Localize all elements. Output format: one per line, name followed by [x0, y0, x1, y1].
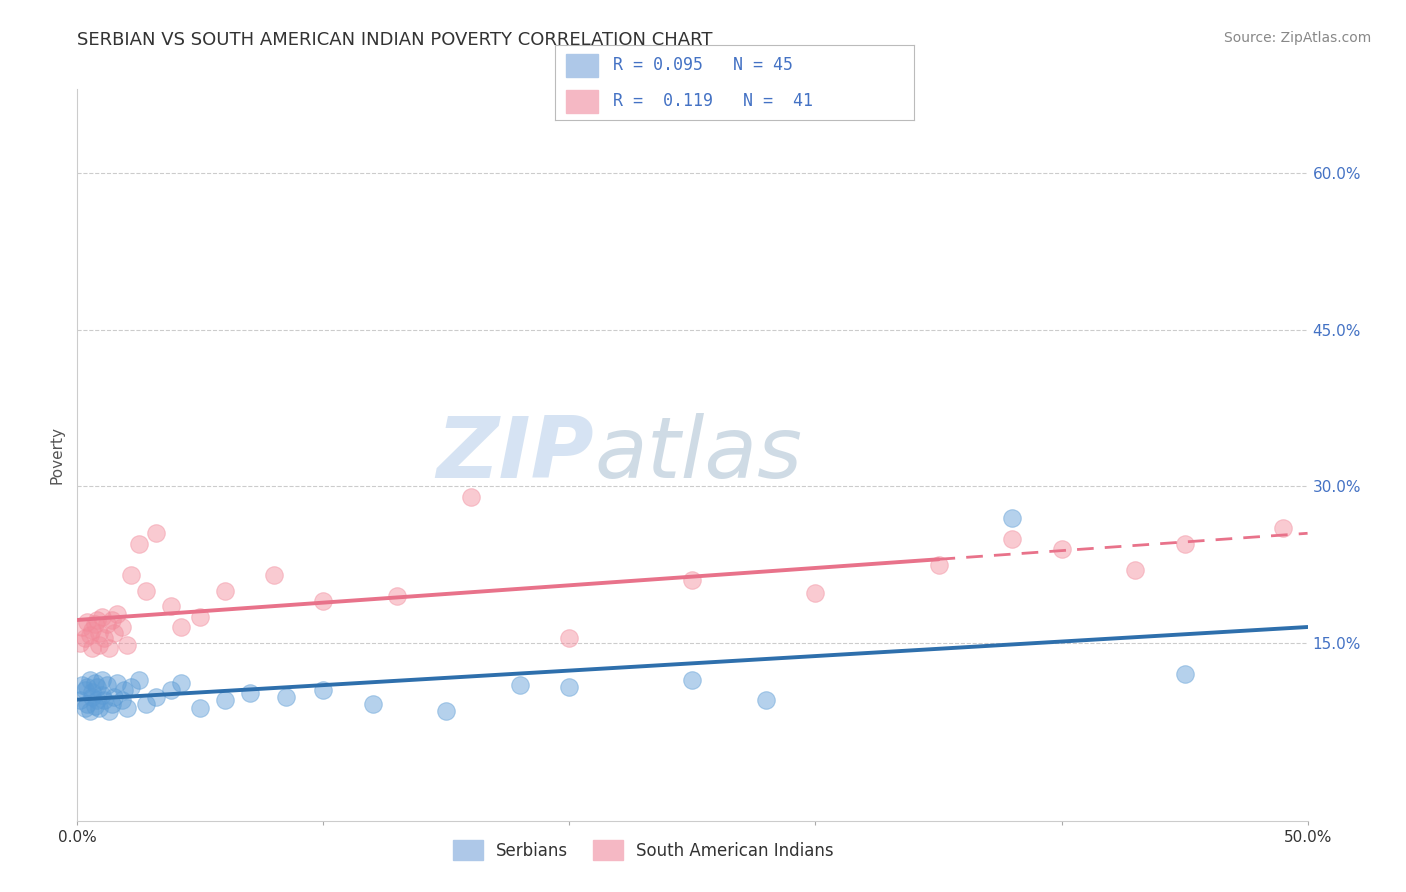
Point [93, 631, 115, 645]
Point [121, 568, 143, 582]
Point [804, 586, 827, 600]
Point [93, 693, 115, 707]
Point [1174, 667, 1197, 681]
Point [128, 537, 150, 551]
Point [128, 673, 150, 687]
Point [263, 568, 285, 582]
Point [79, 673, 101, 687]
Point [928, 558, 950, 572]
Y-axis label: Poverty: Poverty [49, 425, 65, 484]
Point [188, 610, 212, 624]
Point [145, 690, 167, 705]
Point [69, 693, 91, 707]
Point [86, 680, 108, 694]
Point [96, 617, 118, 632]
Point [76, 680, 98, 694]
Legend: Serbians, South American Indians: Serbians, South American Indians [446, 833, 841, 867]
Point [312, 683, 335, 698]
Point [558, 680, 581, 694]
Point [121, 680, 143, 694]
Point [682, 673, 704, 687]
Bar [567, 90, 599, 112]
Point [89, 638, 111, 652]
Point [83, 698, 105, 713]
Point [82, 690, 104, 705]
Point [558, 631, 581, 645]
Point [170, 675, 193, 690]
Point [112, 683, 135, 698]
Point [115, 700, 138, 714]
Point [312, 594, 335, 608]
Point [70, 678, 93, 692]
Text: Source: ZipAtlas.com: Source: ZipAtlas.com [1223, 31, 1371, 45]
Point [682, 574, 704, 588]
Point [214, 693, 236, 707]
Point [115, 638, 138, 652]
Point [160, 599, 183, 614]
Text: atlas: atlas [595, 413, 801, 497]
Point [73, 700, 96, 714]
Point [83, 675, 105, 690]
Point [73, 631, 96, 645]
Point [436, 704, 458, 718]
Text: SERBIAN VS SOUTH AMERICAN INDIAN POVERTY CORRELATION CHART: SERBIAN VS SOUTH AMERICAN INDIAN POVERTY… [77, 31, 713, 49]
Text: ZIP: ZIP [436, 413, 595, 497]
Point [76, 615, 98, 629]
Point [96, 678, 118, 692]
Point [385, 589, 409, 603]
Point [276, 690, 298, 705]
Point [79, 704, 101, 718]
Point [755, 693, 778, 707]
Point [509, 678, 531, 692]
Point [82, 685, 104, 699]
Point [73, 683, 96, 698]
Point [111, 693, 132, 707]
Point [1272, 521, 1295, 535]
Point [76, 697, 98, 711]
Point [82, 624, 104, 638]
Point [86, 613, 108, 627]
Point [135, 697, 157, 711]
Point [111, 620, 132, 634]
Point [1001, 532, 1024, 546]
Point [82, 641, 104, 656]
Point [460, 490, 482, 504]
Text: R =  0.119   N =  41: R = 0.119 N = 41 [613, 92, 813, 110]
Point [98, 704, 121, 718]
Point [90, 688, 114, 702]
Point [103, 625, 125, 640]
Point [89, 700, 111, 714]
Point [86, 693, 108, 707]
Point [98, 641, 121, 656]
Point [135, 583, 157, 598]
Point [101, 613, 124, 627]
Point [79, 627, 101, 641]
Point [89, 625, 111, 640]
Point [170, 620, 193, 634]
Point [83, 617, 105, 632]
Point [239, 686, 262, 700]
Point [160, 683, 183, 698]
Point [90, 673, 114, 687]
Point [103, 690, 125, 705]
Point [69, 636, 91, 650]
Point [70, 620, 93, 634]
Point [188, 700, 212, 714]
Point [101, 697, 124, 711]
Point [1125, 563, 1147, 577]
Point [1050, 541, 1073, 556]
Point [214, 583, 236, 598]
Point [1001, 510, 1024, 524]
Text: R = 0.095   N = 45: R = 0.095 N = 45 [613, 56, 793, 74]
Point [105, 675, 128, 690]
Point [361, 697, 384, 711]
Point [90, 610, 114, 624]
Point [1174, 537, 1197, 551]
Bar [567, 54, 599, 78]
Point [145, 526, 167, 541]
Point [105, 607, 128, 621]
